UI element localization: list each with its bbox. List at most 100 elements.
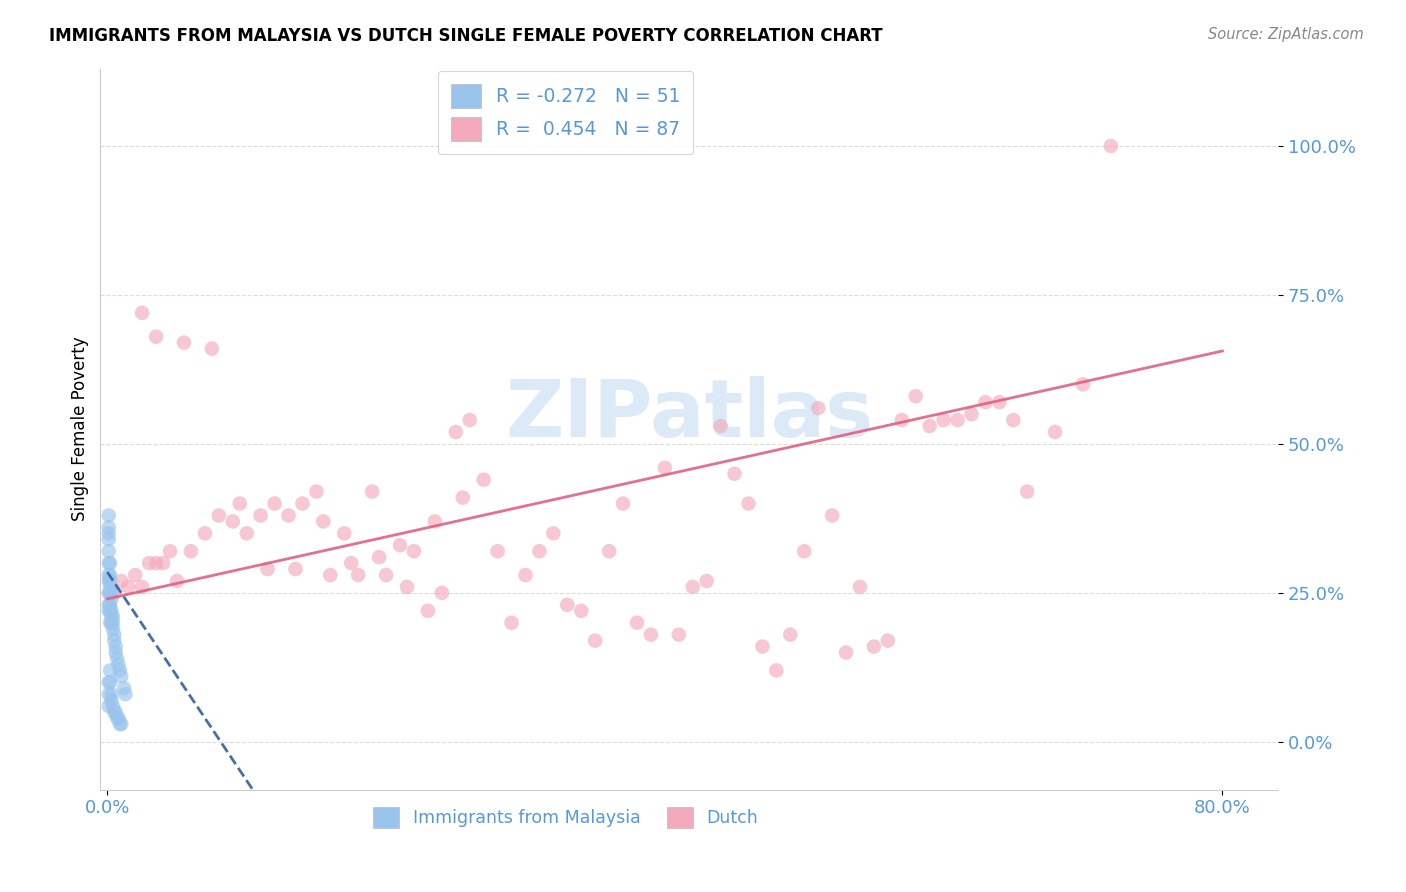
Point xyxy=(1099,139,1122,153)
Point xyxy=(863,640,886,654)
Point xyxy=(97,544,120,558)
Point xyxy=(737,496,759,510)
Point xyxy=(1017,484,1039,499)
Point xyxy=(654,460,676,475)
Point xyxy=(235,526,257,541)
Point xyxy=(583,633,606,648)
Point xyxy=(710,419,733,434)
Point xyxy=(918,419,941,434)
Point xyxy=(543,526,565,541)
Point xyxy=(98,615,121,630)
Point xyxy=(107,711,129,725)
Point xyxy=(277,508,299,523)
Point xyxy=(974,395,997,409)
Point xyxy=(340,556,363,570)
Point xyxy=(97,687,120,701)
Point xyxy=(105,711,128,725)
Point xyxy=(110,717,132,731)
Point xyxy=(1043,425,1066,439)
Point xyxy=(103,705,125,719)
Point xyxy=(173,335,195,350)
Point xyxy=(98,568,121,582)
Point xyxy=(291,496,314,510)
Point xyxy=(312,515,335,529)
Point xyxy=(305,484,328,499)
Point xyxy=(100,687,122,701)
Point xyxy=(668,627,690,641)
Point xyxy=(104,646,127,660)
Point xyxy=(361,484,384,499)
Point xyxy=(107,657,129,672)
Point xyxy=(416,604,439,618)
Point xyxy=(98,580,121,594)
Point xyxy=(97,699,120,714)
Point xyxy=(1002,413,1025,427)
Point xyxy=(100,615,122,630)
Point xyxy=(319,568,342,582)
Point xyxy=(598,544,620,558)
Point xyxy=(100,693,122,707)
Point xyxy=(423,515,446,529)
Point xyxy=(117,580,139,594)
Point xyxy=(751,640,773,654)
Point xyxy=(555,598,578,612)
Point xyxy=(402,544,425,558)
Point xyxy=(104,640,127,654)
Point xyxy=(333,526,356,541)
Point xyxy=(108,664,131,678)
Point xyxy=(835,646,858,660)
Point xyxy=(97,520,120,534)
Point xyxy=(890,413,912,427)
Point xyxy=(960,407,983,421)
Point xyxy=(138,556,160,570)
Point xyxy=(723,467,745,481)
Point xyxy=(430,586,453,600)
Point xyxy=(145,556,167,570)
Point xyxy=(98,586,121,600)
Point xyxy=(515,568,537,582)
Point xyxy=(849,580,872,594)
Point xyxy=(201,342,224,356)
Point xyxy=(626,615,648,630)
Point xyxy=(100,609,122,624)
Point xyxy=(395,580,418,594)
Point xyxy=(97,533,120,547)
Point xyxy=(222,515,245,529)
Point xyxy=(98,574,121,588)
Point xyxy=(389,538,412,552)
Point xyxy=(104,705,127,719)
Legend: Immigrants from Malaysia, Dutch: Immigrants from Malaysia, Dutch xyxy=(366,800,765,835)
Point xyxy=(529,544,551,558)
Text: ZIPatlas: ZIPatlas xyxy=(505,376,873,454)
Point xyxy=(145,329,167,343)
Point xyxy=(807,401,830,416)
Text: IMMIGRANTS FROM MALAYSIA VS DUTCH SINGLE FEMALE POVERTY CORRELATION CHART: IMMIGRANTS FROM MALAYSIA VS DUTCH SINGLE… xyxy=(49,27,883,45)
Point xyxy=(208,508,231,523)
Point xyxy=(103,627,125,641)
Point xyxy=(1071,377,1094,392)
Point xyxy=(159,544,181,558)
Point xyxy=(97,586,120,600)
Text: Source: ZipAtlas.com: Source: ZipAtlas.com xyxy=(1208,27,1364,42)
Point xyxy=(375,568,398,582)
Point xyxy=(97,675,120,690)
Point xyxy=(166,574,188,588)
Point xyxy=(256,562,278,576)
Point xyxy=(765,664,787,678)
Point xyxy=(97,526,120,541)
Point xyxy=(100,586,122,600)
Point xyxy=(612,496,634,510)
Point xyxy=(640,627,662,641)
Point xyxy=(98,598,121,612)
Point xyxy=(110,574,132,588)
Point xyxy=(682,580,704,594)
Point xyxy=(108,717,131,731)
Point xyxy=(124,568,146,582)
Point xyxy=(501,615,523,630)
Point xyxy=(100,591,122,606)
Point xyxy=(98,664,121,678)
Point xyxy=(131,306,153,320)
Point xyxy=(97,598,120,612)
Point xyxy=(444,425,467,439)
Point xyxy=(458,413,481,427)
